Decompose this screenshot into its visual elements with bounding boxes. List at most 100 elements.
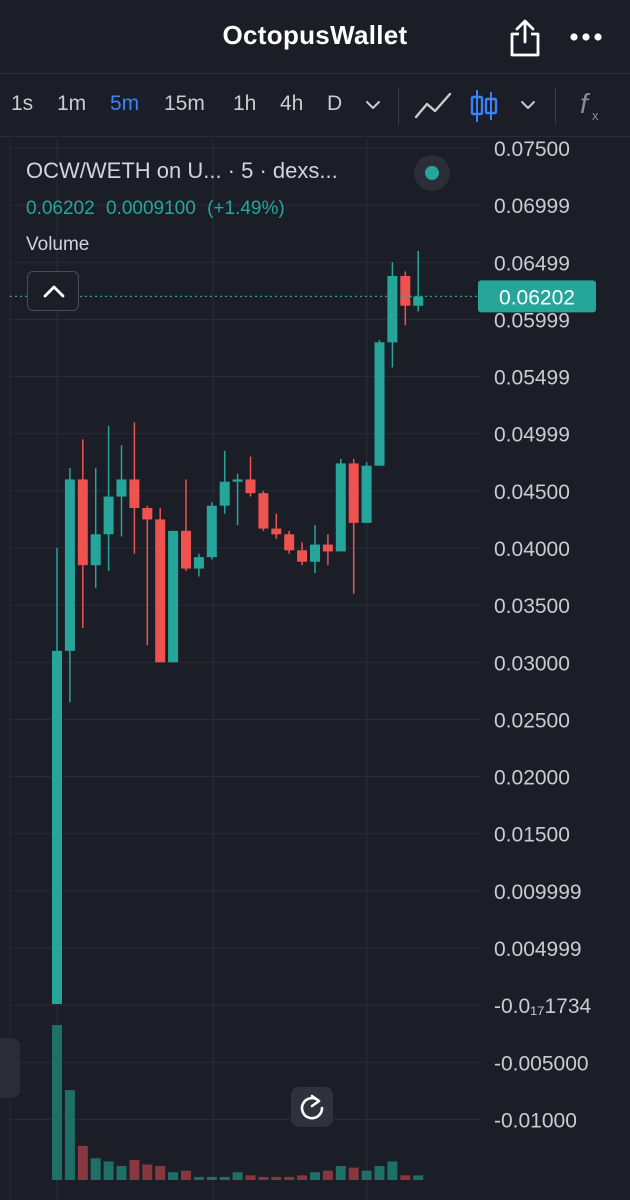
share-button[interactable] — [506, 18, 544, 58]
volume-bar — [64, 1090, 75, 1180]
candle-body — [219, 481, 230, 506]
volume-bar — [168, 1172, 179, 1180]
chevron-up-icon — [43, 285, 65, 298]
volume-bar — [387, 1161, 398, 1180]
volume-bar — [310, 1172, 320, 1180]
volume-bars — [52, 1025, 424, 1180]
symbol-label[interactable]: OCW/WETH on U... · 5 · dexs... — [26, 158, 338, 183]
volume-bar — [400, 1175, 411, 1180]
volume-bar — [155, 1166, 166, 1180]
candle-body — [310, 544, 320, 562]
y-tick-label: 0.03000 — [494, 652, 570, 675]
y-tick-label: 0.06999 — [494, 195, 570, 218]
y-tick-label: 0.05499 — [494, 367, 570, 390]
y-tick-label: 0.03500 — [494, 595, 570, 618]
app-title: OctopusWallet — [222, 20, 408, 50]
y-tick-label: 0.04500 — [494, 481, 570, 504]
candle-body — [271, 528, 282, 535]
y-tick-label: 0.04999 — [494, 424, 570, 447]
candle-body — [297, 550, 308, 562]
toolbar-divider — [398, 87, 399, 125]
candle-body — [348, 463, 359, 523]
candle-body — [335, 463, 346, 552]
collapse-legend-button[interactable] — [27, 271, 79, 311]
chart-toolbar: 1s 1m 5m 15m 1h 4h D f x — [0, 75, 630, 137]
volume-bar — [413, 1175, 424, 1180]
volume-bar — [77, 1145, 88, 1180]
volume-bar — [335, 1166, 346, 1180]
candle-body — [400, 276, 411, 306]
volume-bar — [52, 1025, 62, 1180]
y-axis-labels: 0.07500 0.06999 0.06499 0.05999 0.05499 0.049… — [494, 138, 592, 1132]
last-price-tag — [478, 280, 596, 313]
candle-body — [232, 479, 243, 482]
candle-body — [90, 534, 101, 566]
candle-body — [77, 479, 88, 566]
function-icon[interactable]: f x — [576, 87, 606, 127]
candle-body — [284, 534, 295, 551]
svg-text:x: x — [592, 108, 599, 123]
candle-body — [64, 479, 75, 651]
candle-body — [103, 496, 114, 535]
price-chart[interactable]: 0.07500 0.06999 0.06499 0.05999 0.05499 0.049… — [0, 138, 630, 1200]
price-change-percent: (+1.49%) — [207, 198, 285, 219]
candlestick-series — [52, 250, 424, 1004]
volume-bar — [116, 1166, 127, 1180]
volume-bar — [181, 1170, 191, 1180]
app-header: OctopusWallet — [0, 0, 630, 74]
toolbar-divider — [555, 87, 556, 125]
drawing-tools-tab[interactable] — [0, 1038, 20, 1098]
candle-body — [361, 465, 372, 523]
more-button[interactable] — [566, 22, 606, 52]
share-icon — [510, 19, 540, 57]
candle-body — [155, 519, 166, 663]
svg-text:f: f — [580, 88, 591, 119]
volume-label: Volume — [26, 234, 90, 255]
volume-bar — [245, 1175, 256, 1180]
volume-bar — [361, 1170, 372, 1180]
volume-bar — [348, 1167, 359, 1180]
volume-bar — [206, 1176, 217, 1180]
y-tick-label: -0.0₁₇1734 — [494, 995, 592, 1018]
candle-body — [129, 479, 140, 508]
volume-bar — [322, 1170, 333, 1180]
more-icon — [570, 33, 602, 41]
timeframe-4h[interactable]: 4h — [280, 92, 304, 115]
y-tick-label: 0.07500 — [494, 138, 570, 161]
volume-bar — [297, 1175, 308, 1180]
candles-icon[interactable] — [469, 87, 499, 125]
candle-body — [258, 493, 269, 529]
chevron-down-icon[interactable] — [519, 98, 537, 112]
status-indicator — [414, 155, 450, 191]
price-change: 0.0009100 — [105, 198, 196, 219]
candle-body — [181, 530, 191, 569]
last-price-tag-label: 0.06202 — [499, 286, 575, 309]
y-tick-label: 0.06499 — [494, 252, 570, 275]
candle-body — [413, 296, 424, 306]
timeframe-5m[interactable]: 5m — [110, 92, 140, 115]
y-tick-label: 0.02000 — [494, 767, 570, 790]
timeframe-1m[interactable]: 1m — [57, 92, 87, 115]
candle-body — [116, 479, 127, 497]
candle-body — [322, 544, 333, 552]
y-tick-label: 0.02500 — [494, 709, 570, 732]
reset-chart-button[interactable] — [291, 1087, 333, 1127]
chevron-down-icon[interactable] — [364, 98, 382, 112]
candle-body — [245, 479, 256, 494]
candle-body — [193, 557, 204, 569]
y-tick-label: 0.009999 — [494, 881, 582, 904]
last-price-line: 0.06202 — [10, 280, 596, 313]
last-price: 0.06202 — [26, 198, 95, 219]
timeframe-1h[interactable]: 1h — [233, 92, 257, 115]
volume-bar — [129, 1159, 140, 1180]
volume-bar — [258, 1176, 269, 1180]
line-chart-icon[interactable] — [413, 90, 453, 122]
timeframe-d[interactable]: D — [327, 92, 343, 115]
timeframe-15m[interactable]: 15m — [164, 92, 205, 115]
reset-icon — [300, 1094, 324, 1120]
volume-bar — [193, 1176, 204, 1180]
volume-bar — [271, 1176, 282, 1180]
timeframe-1s[interactable]: 1s — [11, 92, 34, 115]
candle-body — [142, 508, 153, 520]
y-tick-label: 0.01500 — [494, 824, 570, 847]
